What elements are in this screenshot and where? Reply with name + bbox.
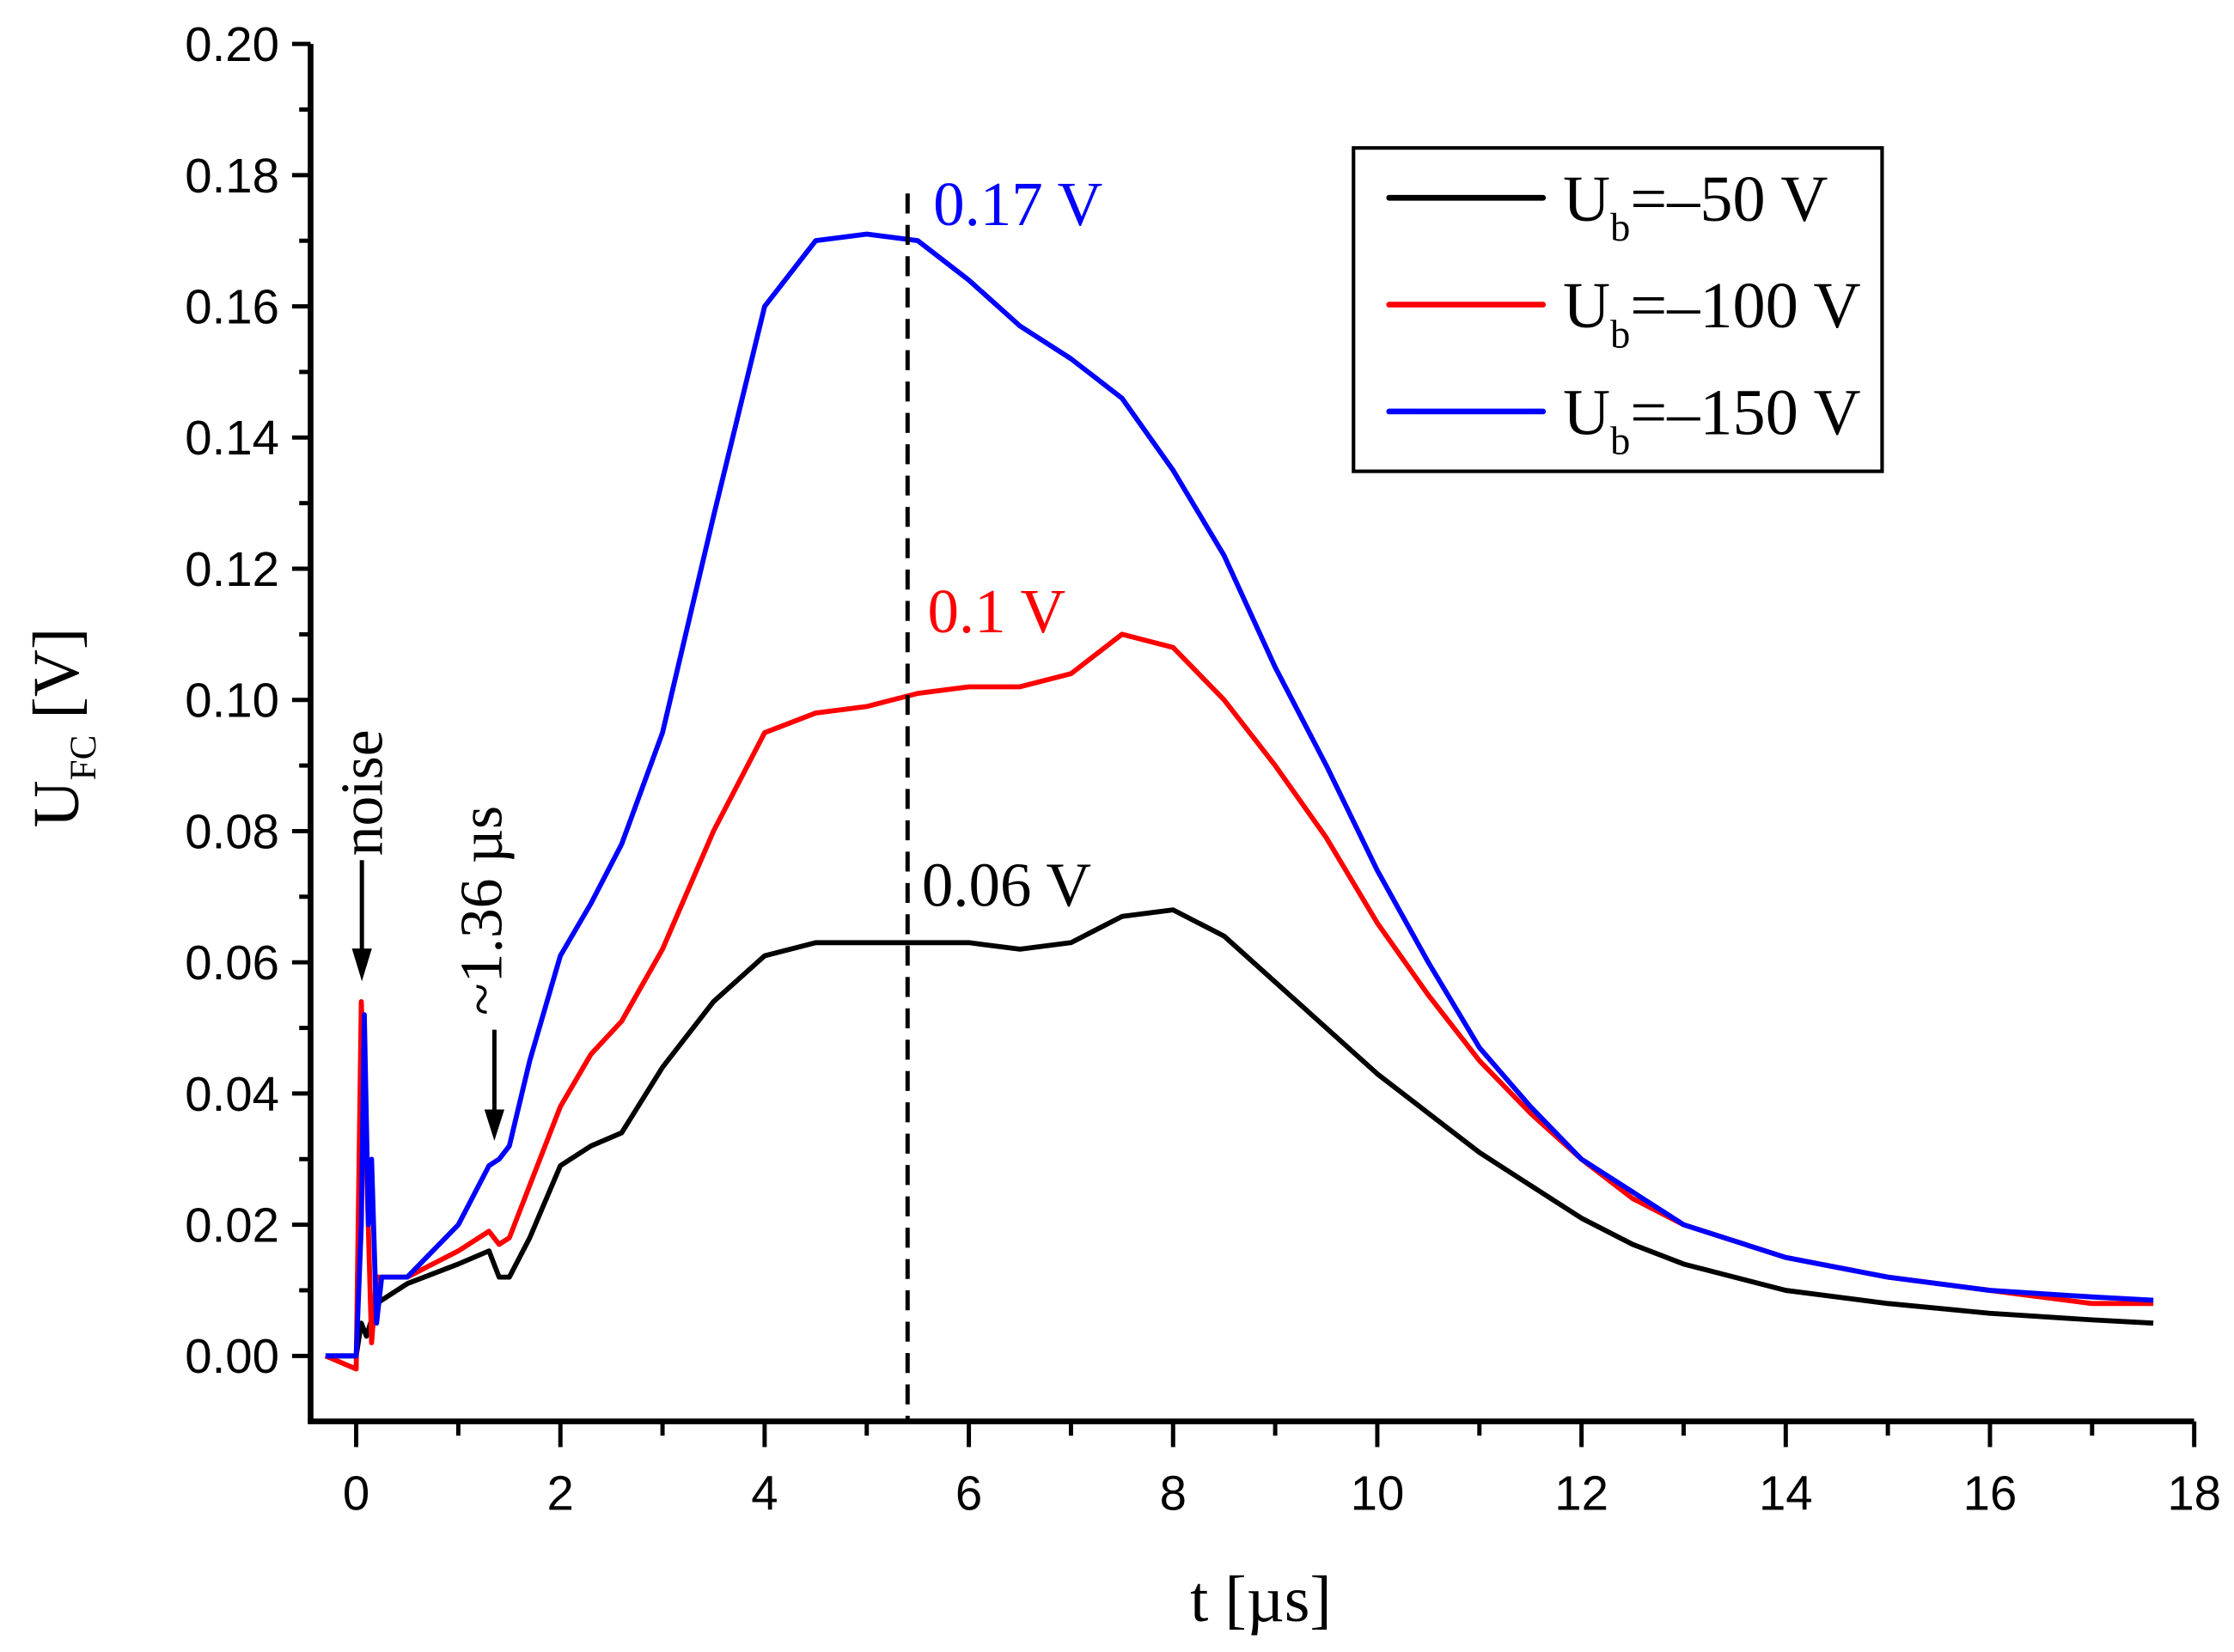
annotation-peak-150: 0.17 V (933, 169, 1102, 239)
series-line-2 (325, 231, 2154, 1359)
y-tick-label: 0.20 (185, 17, 279, 71)
y-tick-label: 0.00 (185, 1329, 279, 1383)
x-tick-label: 8 (1160, 1466, 1187, 1520)
svg-text:UFC [V]: UFC [V] (21, 628, 104, 828)
x-axis-label: t [µs] (1190, 1564, 1332, 1636)
y-tick-label: 0.02 (185, 1198, 279, 1253)
noise-arrow (351, 860, 372, 982)
y-tick-label: 0.08 (185, 804, 279, 858)
series-line-0 (325, 907, 2154, 1359)
y-tick-label: 0.18 (185, 149, 279, 203)
x-tick-label: 12 (1554, 1466, 1608, 1520)
x-tick-label: 16 (1963, 1466, 2017, 1520)
x-tick-label: 0 (343, 1466, 369, 1520)
y-tick-label: 0.14 (185, 411, 279, 465)
legend-label-1: Ub=–100 V (1563, 270, 1861, 357)
legend-label-2: Ub=–150 V (1563, 377, 1861, 464)
series-line-1 (324, 631, 2154, 1372)
legend-label-0: Ub=–50 V (1563, 163, 1828, 250)
legend: Ub=–50 V Ub=–100 V Ub=–150 V (1352, 146, 1884, 473)
annotation-peak-50: 0.06 V (922, 850, 1091, 919)
x-tick-label: 18 (2167, 1466, 2221, 1520)
y-tick-label: 0.06 (185, 936, 279, 990)
x-tick-label: 6 (955, 1466, 982, 1520)
y-axis-label: UFC [V] (21, 628, 104, 828)
annotation-peak-100: 0.1 V (927, 576, 1065, 646)
x-tick-label: 4 (751, 1466, 778, 1520)
x-tick-label: 2 (547, 1466, 574, 1520)
annotation-noise: noise (329, 729, 395, 856)
x-tick-label: 14 (1759, 1466, 1813, 1520)
x-tick-label: 10 (1351, 1466, 1405, 1520)
y-tick-label: 0.12 (185, 542, 279, 596)
annotation-time-mark: ~1.36 µs (449, 806, 516, 1015)
y-tick-label: 0.04 (185, 1067, 279, 1121)
y-tick-label: 0.10 (185, 674, 279, 728)
y-tick-label: 0.16 (185, 280, 279, 334)
time-mark-arrow (484, 1029, 504, 1141)
